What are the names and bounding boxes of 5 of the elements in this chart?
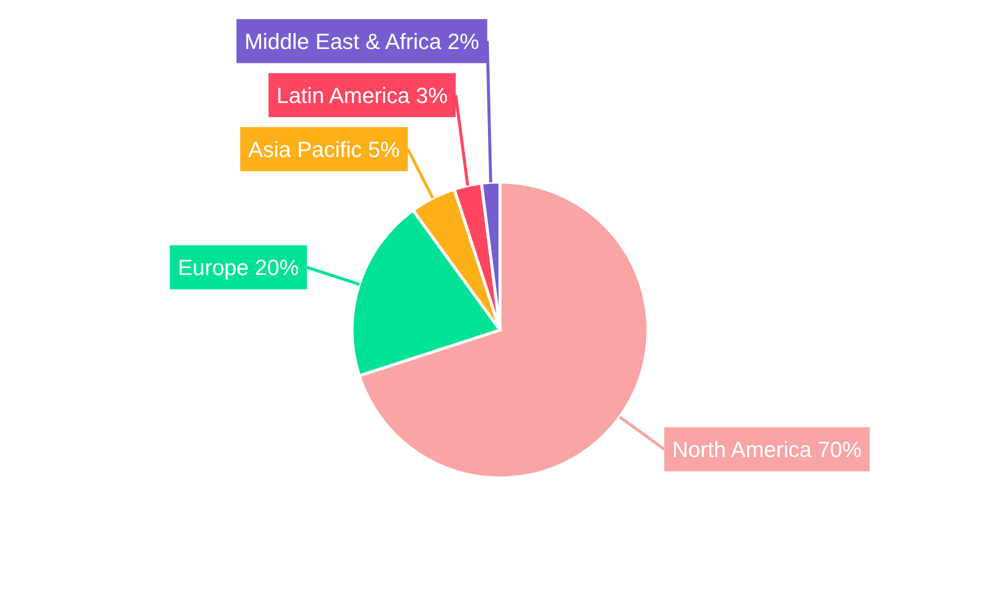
slice-label: Asia Pacific 5% bbox=[248, 136, 400, 162]
slice-label: Middle East & Africa 2% bbox=[244, 28, 480, 54]
slice-label: Latin America 3% bbox=[276, 82, 448, 108]
slice-label: Europe 20% bbox=[178, 254, 299, 280]
slice-label: North America 70% bbox=[672, 437, 862, 462]
